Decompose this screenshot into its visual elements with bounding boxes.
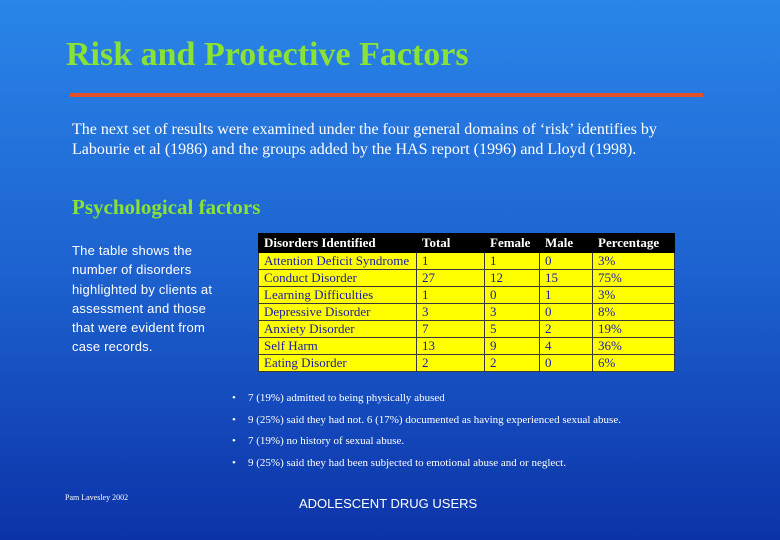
table-row: Self Harm 13 9 4 36% [258,337,675,355]
cell-male: 0 [539,303,593,321]
cell-total: 1 [416,252,485,270]
cell-total: 13 [416,337,485,355]
footer-author: Pam Lavesley 2002 [65,493,129,502]
list-item: • 9 (25%) said they had not. 6 (17%) docu… [232,410,621,432]
cell-total: 1 [416,286,485,304]
header-female: Female [484,233,540,253]
cell-percentage: 19% [592,320,675,338]
bullet-icon: • [232,413,236,426]
cell-percentage: 3% [592,286,675,304]
cell-male: 2 [539,320,593,338]
list-item: • 7 (19%) admitted to being physically ab… [232,388,621,410]
cell-male: 0 [539,354,593,372]
cell-percentage: 36% [592,337,675,355]
table-row: Attention Deficit Syndrome 1 1 0 3% [258,252,675,270]
cell-disorder: Learning Difficulties [258,286,417,304]
cell-disorder: Anxiety Disorder [258,320,417,338]
cell-percentage: 75% [592,269,675,287]
cell-female: 5 [484,320,540,338]
cell-total: 2 [416,354,485,372]
cell-female: 0 [484,286,540,304]
findings-list: • 7 (19%) admitted to being physically ab… [232,388,621,475]
list-item-text: 7 (19%) no history of sexual abuse. [248,435,405,448]
cell-disorder: Self Harm [258,337,417,355]
cell-female: 1 [484,252,540,270]
cell-disorder: Conduct Disorder [258,269,417,287]
cell-percentage: 8% [592,303,675,321]
intro-paragraph: The next set of results were examined un… [72,121,657,158]
slide-title: Risk and Protective Factors [66,36,469,73]
header-disorders: Disorders Identified [258,233,417,253]
cell-total: 7 [416,320,485,338]
table-caption: The table shows the number of disorders … [72,243,213,355]
cell-male: 0 [539,252,593,270]
cell-disorder: Attention Deficit Syndrome [258,252,417,270]
cell-disorder: Eating Disorder [258,354,417,372]
bullet-icon: • [232,435,236,448]
cell-female: 9 [484,337,540,355]
cell-male: 1 [539,286,593,304]
table-row: Eating Disorder 2 2 0 6% [258,354,675,372]
list-item: • 9 (25%) said they had been subjected to… [232,453,621,475]
footer-title: ADOLESCENT DRUG USERS [299,496,478,511]
cell-male: 15 [539,269,593,287]
bullet-icon: • [232,457,236,470]
cell-percentage: 3% [592,252,675,270]
list-item-text: 9 (25%) said they had been subjected to … [248,457,566,470]
header-total: Total [416,233,485,253]
cell-disorder: Depressive Disorder [258,303,417,321]
table-row: Anxiety Disorder 7 5 2 19% [258,320,675,338]
cell-female: 2 [484,354,540,372]
list-item: • 7 (19%) no history of sexual abuse. [232,431,621,453]
list-item-text: 9 (25%) said they had not. 6 (17%) docum… [248,413,621,426]
header-male: Male [539,233,593,253]
cell-male: 4 [539,337,593,355]
section-heading: Psychological factors [72,195,261,219]
title-divider [70,93,703,97]
list-item-text: 7 (19%) admitted to being physically abu… [248,392,445,404]
table-row: Conduct Disorder 27 12 15 75% [258,269,675,287]
bullet-icon: • [232,392,236,404]
cell-percentage: 6% [592,354,675,372]
cell-total: 27 [416,269,485,287]
table-header-row: Disorders Identified Total Female Male P… [258,233,675,253]
disorders-table: Disorders Identified Total Female Male P… [258,233,675,372]
table-row: Learning Difficulties 1 0 1 3% [258,286,675,304]
cell-female: 12 [484,269,540,287]
header-percentage: Percentage [592,233,675,253]
cell-total: 3 [416,303,485,321]
table-row: Depressive Disorder 3 3 0 8% [258,303,675,321]
cell-female: 3 [484,303,540,321]
